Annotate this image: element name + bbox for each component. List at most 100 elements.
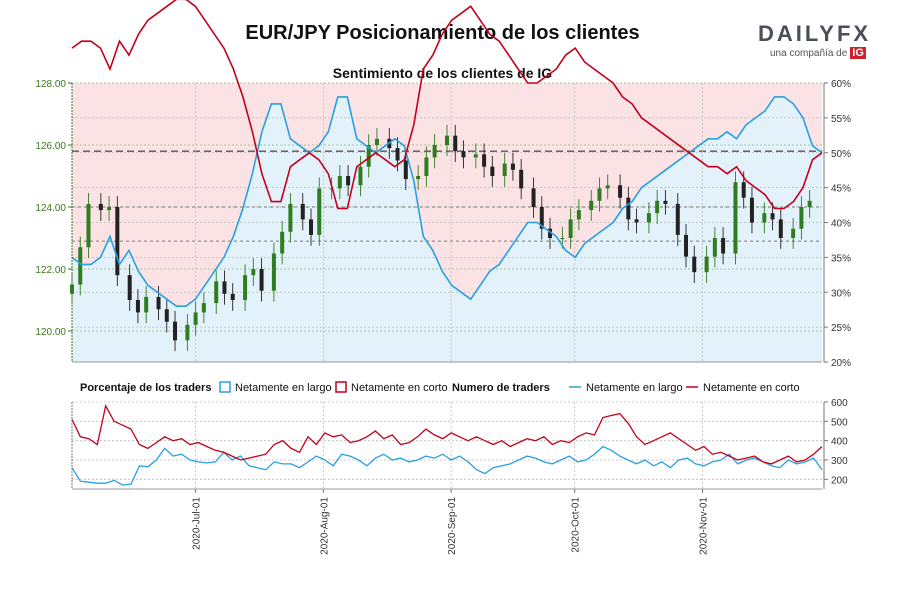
logo-tagline-text: una compañía de (770, 48, 848, 59)
price-candle-body (675, 203, 680, 235)
price-candle-body (107, 207, 112, 211)
price-candle-body (473, 154, 478, 158)
price-candle-body (403, 160, 408, 180)
price-candle-body (692, 256, 697, 273)
price-candle-body (395, 148, 400, 161)
price-candle-body (490, 166, 495, 176)
count-tick-label: 400 (831, 437, 848, 448)
price-candle-body (288, 203, 293, 232)
dailyfx-logo: DAILYFX una compañía de IG (758, 22, 868, 59)
price-candle-body (605, 185, 610, 189)
price-candle-body (144, 296, 149, 313)
price-tick-label: 124.00 (35, 203, 66, 214)
price-candle-body (548, 228, 553, 238)
pct-tick-label: 20% (831, 358, 851, 369)
price-candle-body (164, 309, 169, 322)
pct-tick-label: 40% (831, 219, 851, 230)
count-tick-label: 300 (831, 456, 848, 467)
net-short-count-line (71, 404, 823, 465)
price-candle-body (712, 238, 717, 257)
pct-tick-label: 50% (831, 149, 851, 160)
price-candle-body (70, 284, 74, 294)
date-tick-label: 2020-Aug-01 (319, 497, 330, 555)
price-candle-body (791, 228, 796, 238)
count-tick-label: 200 (831, 475, 848, 486)
price-tick-label: 126.00 (35, 141, 66, 152)
legend-num-long: Netamente en largo (586, 382, 683, 394)
price-candle-body (193, 312, 198, 325)
price-candle-body (346, 176, 351, 186)
price-candle-body (309, 219, 314, 235)
price-candle-body (201, 303, 206, 313)
price-candle-body (560, 238, 565, 239)
legend-pct-short: Netamente en corto (351, 382, 448, 394)
price-candle-body (424, 157, 429, 176)
price-candle-body (770, 213, 775, 220)
price-candle-body (461, 151, 466, 158)
price-candle-body (721, 238, 726, 254)
legend-num-title: Numero de traders (452, 382, 550, 394)
price-candle-body (300, 203, 305, 220)
pct-tick-label: 45% (831, 184, 851, 195)
price-candle-body (230, 293, 235, 300)
price-candle-body (222, 281, 227, 294)
price-candle-body (684, 234, 689, 257)
pct-tick-label: 55% (831, 114, 851, 125)
price-candle-body (778, 219, 783, 238)
price-candle-body (807, 200, 812, 207)
pct-tick-label: 25% (831, 323, 851, 334)
price-candle-body (618, 185, 623, 198)
price-candle-body (271, 253, 276, 291)
price-candle-body (502, 163, 507, 176)
date-tick-label: 2020-Sep-01 (447, 497, 458, 555)
pct-tick-label: 30% (831, 288, 851, 299)
price-candle-body (416, 176, 421, 180)
price-candle-body (432, 145, 437, 158)
price-candle-body (749, 197, 754, 223)
date-tick-label: 2020-Oct-01 (571, 497, 582, 553)
price-candle-body (280, 231, 285, 254)
pct-tick-label: 60% (831, 79, 851, 90)
price-candle-body (135, 300, 140, 313)
net-long-count-line (71, 445, 823, 486)
price-candle-body (531, 188, 536, 207)
bottom-axes: 600 500 400 300 200 2020-Jul-01 2020-Aug-01 202… (71, 398, 848, 555)
price-candle-body (733, 182, 738, 254)
price-candle-body (156, 296, 161, 310)
price-candle-body (626, 197, 631, 220)
price-candle-body (98, 203, 103, 211)
price-candle-body (86, 203, 91, 248)
price-candle-body (799, 207, 804, 229)
price-tick-label: 128.00 (35, 79, 66, 90)
chart-subtitle: Sentimiento de los clientes de IG (332, 65, 553, 81)
price-candle-body (663, 200, 668, 204)
price-candle-body (634, 219, 639, 223)
price-candle-body (317, 188, 322, 235)
legend: Porcentaje de los traders Netamente en l… (80, 381, 800, 394)
price-candle-body (519, 169, 524, 189)
trader-count-lines (71, 404, 823, 486)
price-candle-body (173, 321, 178, 341)
count-tick-label: 500 (831, 417, 848, 428)
price-candle-body (589, 200, 594, 211)
price-candle-body (741, 182, 746, 198)
price-candle-body (539, 207, 544, 229)
price-candle-body (453, 135, 458, 152)
price-candles (70, 124, 812, 352)
date-tick-label: 2020-Nov-01 (698, 497, 709, 555)
net-long-pct-line (71, 96, 823, 307)
price-candle-body (243, 275, 248, 300)
price-candle-body (214, 281, 219, 304)
price-candle-body (510, 163, 515, 170)
net-short-pct-line (71, 0, 823, 210)
count-tick-label: 600 (831, 398, 848, 409)
top-axes: 128.00 126.00 124.00 122.00 120.00 60% 55% 50% 4… (35, 79, 851, 369)
price-candle-body (374, 138, 379, 145)
price-candle-body (337, 176, 342, 189)
price-candle-body (78, 247, 83, 285)
price-candle-body (358, 166, 363, 186)
legend-num-short: Netamente en corto (703, 382, 800, 394)
price-candle-body (704, 256, 709, 273)
legend-pct-short-swatch (335, 381, 347, 393)
